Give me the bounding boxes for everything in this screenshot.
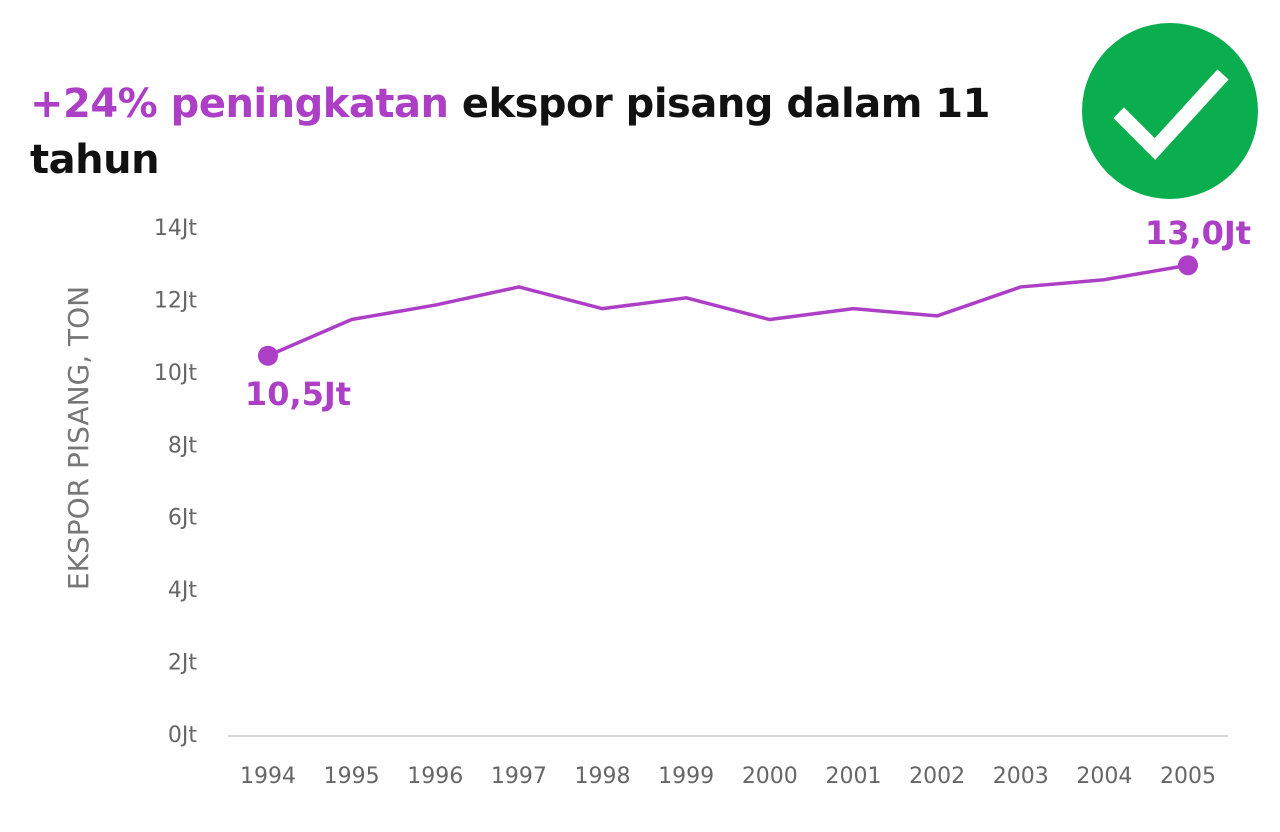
x-tick-label: 1999 [658, 764, 714, 789]
y-tick-label: 10Jt [154, 361, 197, 386]
y-tick-label: 8Jt [168, 433, 197, 458]
y-tick-label: 0Jt [168, 723, 197, 748]
x-tick-label: 2005 [1160, 764, 1216, 789]
check-mark [1113, 69, 1229, 160]
x-tick-label: 2004 [1076, 764, 1132, 789]
x-tick-label: 1995 [324, 764, 380, 789]
y-tick-label: 6Jt [168, 506, 197, 531]
x-tick-label: 2001 [825, 764, 881, 789]
x-tick-label: 1994 [240, 764, 296, 789]
check-circle [1082, 23, 1258, 199]
x-tick-label: 1996 [407, 764, 463, 789]
x-tick-label: 2003 [993, 764, 1049, 789]
check-icon [1082, 23, 1258, 199]
line [267, 263, 1189, 358]
y-tick-label: 14Jt [154, 216, 197, 241]
point [1178, 255, 1198, 276]
title-highlight: +24% peningkatan [30, 81, 449, 127]
title-text: ekspor pisang dalam 11 tahun [30, 81, 990, 183]
y-tick-label: 12Jt [154, 288, 197, 313]
y-axis-label: EKSPOR PISANG, TON [62, 286, 95, 590]
x-tick-label: 1998 [575, 764, 631, 789]
x-tick-label: 2000 [742, 764, 798, 789]
x-tick-label: 2002 [909, 764, 965, 789]
point [258, 345, 278, 366]
value-label: 13,0Jt [1145, 214, 1251, 252]
y-tick-label: 2Jt [168, 651, 197, 676]
y-tick-label: 4Jt [168, 578, 197, 603]
x-tick-label: 1997 [491, 764, 547, 789]
chart-title: +24% peningkatan ekspor pisang dalam 11 … [30, 76, 990, 188]
value-label: 10,5Jt [245, 375, 351, 413]
